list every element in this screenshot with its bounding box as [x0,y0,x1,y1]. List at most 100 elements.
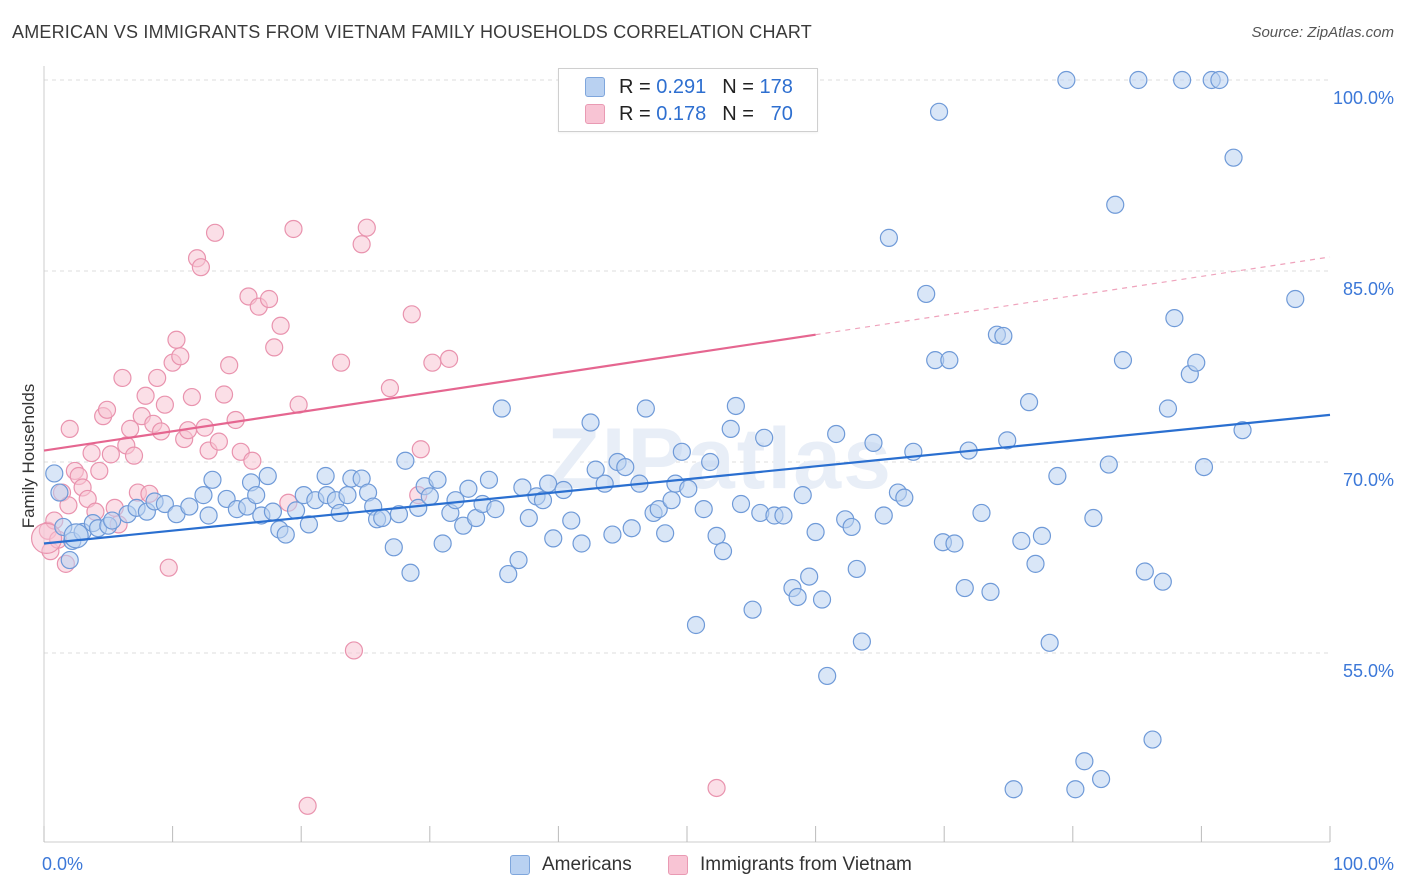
data-point-americans [499,564,518,584]
data-point-vietnam [352,235,371,254]
data-point-americans [1026,554,1045,573]
data-point-americans [1019,393,1039,412]
data-point-americans [45,464,64,483]
data-point-vietnam [205,223,225,242]
data-point-vietnam [191,258,210,277]
data-point-americans [384,538,403,557]
data-point-americans [972,503,991,523]
data-point-americans [155,494,174,514]
data-point-vietnam [298,796,317,815]
data-point-americans [774,506,793,525]
x-tick-label: 0.0% [42,854,83,874]
data-point-americans [581,413,600,432]
data-point-americans [1091,769,1111,789]
legend-r-label: R = [619,102,651,125]
data-point-americans [420,487,439,506]
bottom-legend-label: Immigrants from Vietnam [700,854,912,875]
data-point-americans [103,511,122,530]
data-point-americans [818,666,837,686]
data-point-americans [842,517,861,537]
data-point-americans [603,525,622,544]
data-point-vietnam [243,451,262,470]
data-point-americans [1173,70,1192,90]
data-point-americans [806,522,825,542]
tick-labels: 55.0% 70.0% 85.0% 100.0% 0.0% 100.0% [42,88,1394,874]
data-point-vietnam [707,778,726,798]
data-point-americans [180,497,199,516]
data-point-americans [1057,70,1076,90]
data-point-americans [827,424,846,444]
data-point-americans [1048,466,1067,486]
legend-r-value: 0.291 [656,75,707,98]
data-point-americans [533,491,553,510]
data-point-americans [194,486,213,505]
data-point-americans [701,452,720,472]
data-point-americans [1106,195,1125,214]
trend-line-vietnam-extension [815,256,1331,336]
data-point-americans [1153,572,1172,591]
data-point-americans [276,525,295,544]
data-point-americans [981,582,1000,601]
data-point-americans [743,600,762,619]
data-point-vietnam [60,419,79,438]
data-point-americans [539,474,558,493]
data-point-americans [1066,780,1085,799]
data-point-americans [1032,526,1052,545]
trend-line-americans [43,413,1331,545]
data-point-americans [1129,70,1148,90]
data-point-vietnam [90,461,109,481]
stats-legend: R = 0.291 N = 178 R = 0.178 N = 70 [558,68,818,132]
data-point-vietnam [167,330,186,349]
data-point-americans [316,466,335,486]
data-point-vietnam [271,316,290,335]
data-point-americans [373,508,392,528]
data-point-vietnam [259,289,279,309]
data-point-americans [788,587,807,607]
data-point-americans [203,470,222,489]
data-point-americans [586,460,605,479]
data-point-americans [338,486,357,505]
trend-line-vietnam [43,333,816,452]
data-point-americans [847,559,866,579]
data-point-americans [1099,455,1118,474]
legend-r-value: 0.178 [656,102,707,125]
data-point-americans [595,474,614,493]
legend-swatch-blue [585,77,605,97]
data-point-americans [1210,70,1229,90]
y-axis-label: Family Households [19,384,38,529]
data-point-americans [940,351,959,370]
data-point-americans [874,506,893,525]
data-point-americans [544,529,563,548]
data-point-americans [401,563,420,582]
data-point-americans [726,396,745,416]
data-point-americans [929,102,949,121]
data-point-americans [1004,780,1023,799]
data-point-vietnam [113,368,132,388]
data-point-americans [1012,531,1031,551]
data-point-vietnam [423,353,442,372]
y-tick-label: 55.0% [1343,661,1394,681]
data-point-vietnam [265,338,284,357]
data-point-americans [1165,309,1184,328]
data-point-americans [263,502,283,521]
data-point-americans [917,284,936,304]
source-label: Source: ZipAtlas.com [1251,24,1394,41]
data-point-vietnam [159,558,178,577]
legend-n-value: 70 [770,102,793,125]
data-point-vietnam [97,400,117,419]
data-point-americans [1135,562,1154,581]
data-point-americans [486,500,505,519]
data-point-americans [945,534,964,553]
data-point-americans [649,500,668,519]
data-point-americans [998,431,1017,450]
data-point-americans [1286,289,1305,309]
data-point-americans [1187,353,1206,372]
data-point-vietnam [439,349,459,368]
data-point-vietnam [182,387,201,407]
data-point-vietnam [124,446,144,465]
legend-row-vietnam: R = 0.178 N = 70 [585,101,793,127]
data-point-americans [258,466,277,486]
data-point-americans [1040,633,1059,652]
data-point-americans [299,515,319,534]
data-point-americans [636,399,655,418]
